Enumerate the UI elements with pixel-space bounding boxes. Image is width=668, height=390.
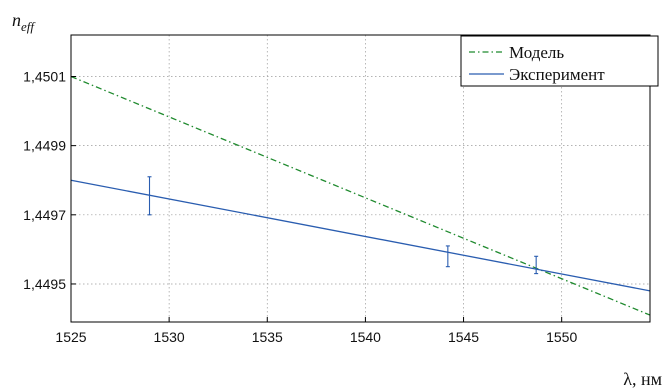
legend-box — [460, 35, 659, 87]
error-bar — [445, 245, 450, 268]
series-line-experiment — [70, 179, 651, 292]
legend-label-model: Модель — [509, 43, 564, 62]
legend: Модель Эксперимент — [460, 35, 659, 87]
error-bar — [147, 176, 152, 216]
x-tick-label: 1525 — [55, 329, 86, 345]
grid — [70, 35, 650, 322]
x-tick-label: 1545 — [448, 329, 479, 345]
x-tick-label: 1535 — [252, 329, 283, 345]
x-axis-label: λ, нм — [623, 369, 662, 389]
x-tick-label: 1550 — [546, 329, 577, 345]
y-tick-label: 1,4501 — [23, 68, 66, 84]
error-bar — [534, 255, 539, 275]
ticks: 1525 1530 1535 1540 1545 1550 1,4495 1,4497 1,44… — [23, 68, 577, 345]
y-axis-label-sub: eff — [21, 19, 36, 34]
y-axis-label-base: n — [12, 10, 21, 30]
error-bars — [147, 176, 539, 275]
y-axis-label: neff — [12, 10, 36, 34]
x-tick-label: 1530 — [154, 329, 185, 345]
y-tick-label: 1,4497 — [23, 207, 66, 223]
legend-label-experiment: Эксперимент — [509, 65, 605, 84]
y-tick-label: 1,4495 — [23, 276, 66, 292]
x-tick-label: 1540 — [350, 329, 381, 345]
y-tick-label: 1,4499 — [23, 138, 66, 154]
series-line-model — [70, 75, 651, 316]
series-layer — [70, 75, 651, 316]
plot-frame — [70, 34, 651, 323]
